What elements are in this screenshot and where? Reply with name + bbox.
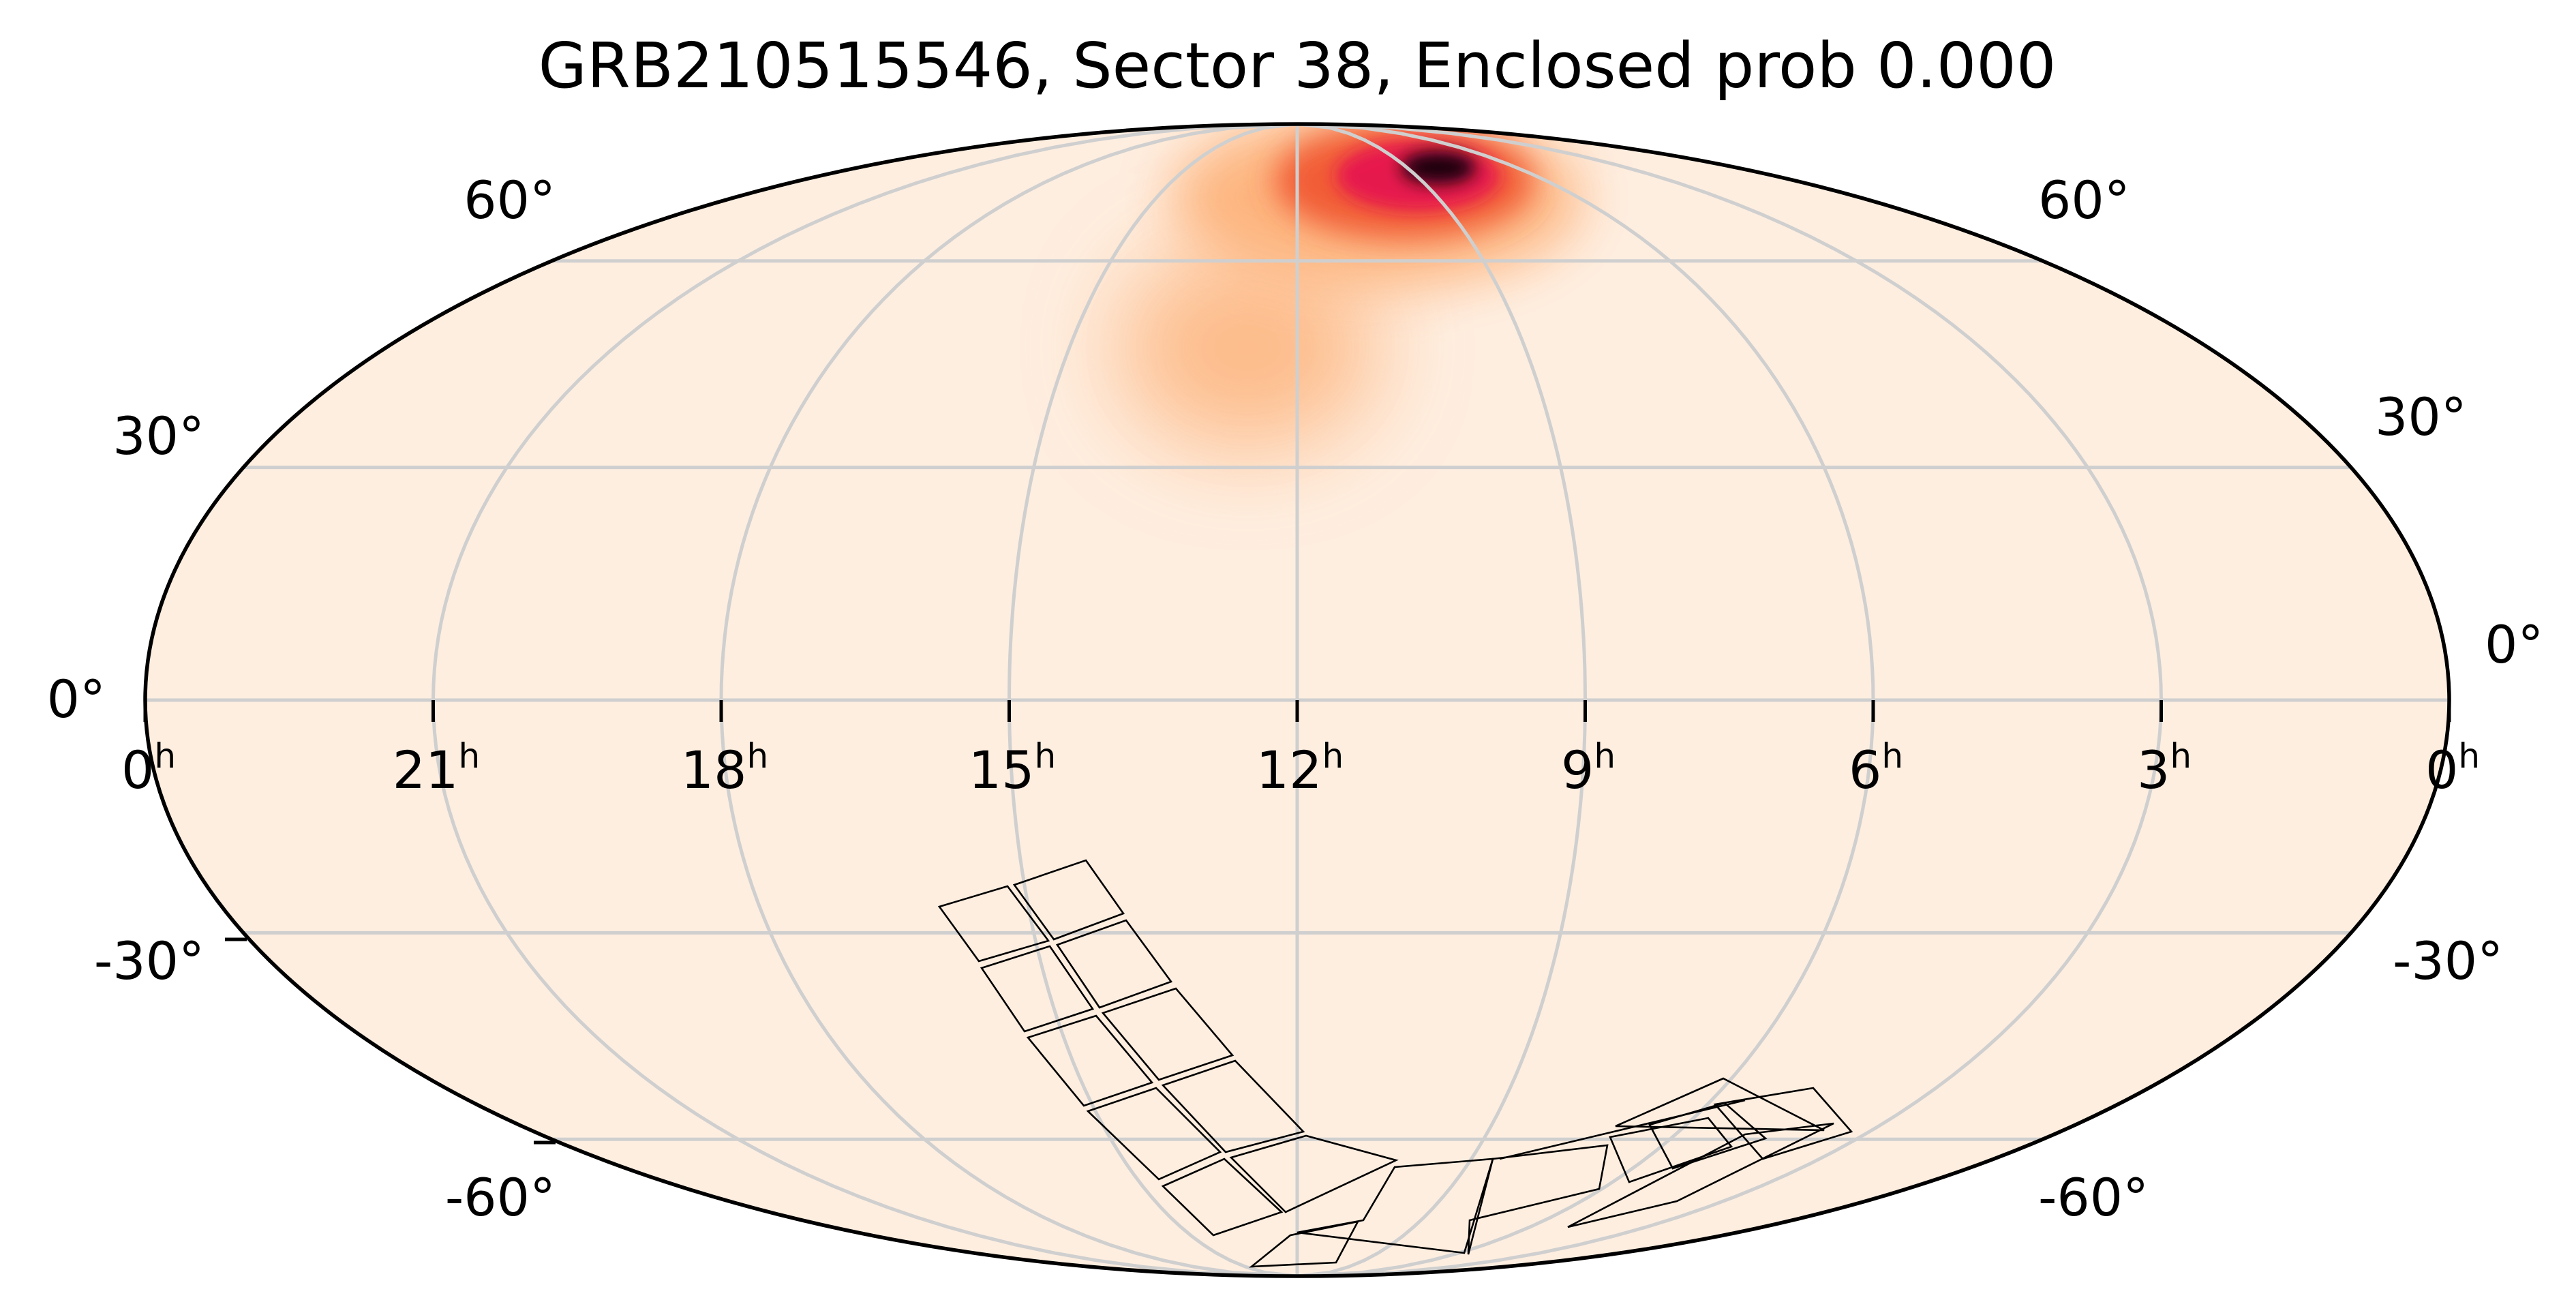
sector-ccd-tile <box>1467 1144 1609 1255</box>
heat-blob-peak <box>1401 151 1476 184</box>
ra-label-9h: 9h <box>1561 736 1616 800</box>
sector-ccd-tile <box>1567 1122 1834 1228</box>
ra-label-15h: 15h <box>969 736 1056 800</box>
dec-label-left-0: 0° <box>47 669 106 729</box>
ra-label-0h-left: 0h <box>121 736 176 800</box>
sector-ccd-tile <box>1713 1087 1853 1160</box>
sector-ccd-tile <box>1161 1059 1305 1153</box>
sector-ccd-tile <box>1055 919 1173 1009</box>
ra-label-3h: 3h <box>2137 736 2192 800</box>
dec-label-right-m30: -30° <box>2393 931 2503 991</box>
heat-blob-lower <box>1118 245 1377 450</box>
ra-label-18h: 18h <box>681 736 768 800</box>
dec-labels-right: 60° 30° 0° -30° -60° <box>2038 170 2543 1228</box>
sector-footprint <box>937 859 1853 1268</box>
sector-ccd-tile <box>1615 1077 1825 1132</box>
dec-label-right-30: 30° <box>2375 387 2467 447</box>
dec-label-left-30: 30° <box>112 406 204 466</box>
dec-labels-left: 60° 30° 0° -30° -60° <box>47 170 556 1228</box>
ra-labels: 0h 21h 18h 15h 12h 9h 6h 3h 0h <box>121 736 2480 800</box>
ra-label-0h-right: 0h <box>2425 736 2480 800</box>
sector-ccd-tile <box>1026 1014 1154 1107</box>
dec-label-left-60: 60° <box>464 170 556 230</box>
sector-ccd-tile <box>1086 1087 1222 1181</box>
sector-ccd-tile <box>937 885 1050 963</box>
dec-label-left-m30: -30° <box>94 931 204 991</box>
sector-ccd-tile <box>980 945 1095 1033</box>
ra-label-6h: 6h <box>1849 736 1903 800</box>
ra-label-12h: 12h <box>1256 736 1344 800</box>
dec-label-right-60: 60° <box>2038 170 2130 230</box>
map-title: GRB210515546, Sector 38, Enclosed prob 0… <box>539 29 2057 102</box>
sector-ccd-tile <box>1297 1158 1494 1254</box>
sector-ccd-tile <box>1499 1099 1746 1160</box>
sector-ccd-tile <box>1609 1117 1733 1183</box>
dec-label-left-m60: -60° <box>445 1167 556 1228</box>
sector-ccd-tile <box>1229 1134 1399 1213</box>
dec-label-right-0: 0° <box>2485 614 2543 675</box>
dec-label-right-m60: -60° <box>2038 1167 2149 1228</box>
ra-label-21h: 21h <box>393 736 480 800</box>
sector-ccd-tile <box>1101 987 1234 1081</box>
equator-ticks <box>143 700 2451 722</box>
sector-ccd-tile <box>1161 1158 1284 1237</box>
sector-ccd-tile <box>1012 859 1125 941</box>
